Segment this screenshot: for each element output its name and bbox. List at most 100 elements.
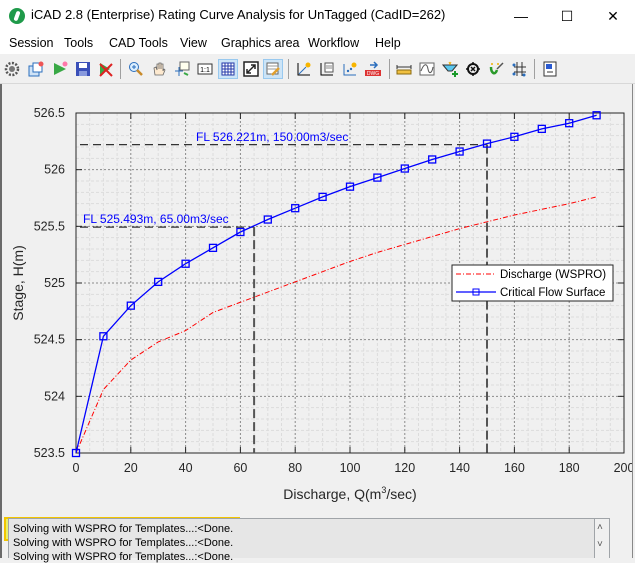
edit-table-icon (266, 62, 280, 76)
grid-icon (221, 62, 235, 76)
delete-icon (99, 63, 113, 77)
axis-star-button[interactable] (294, 59, 314, 79)
svg-text:140: 140 (449, 461, 470, 475)
window-title: iCAD 2.8 (Enterprise) Rating Curve Analy… (31, 7, 446, 22)
settings-button[interactable] (2, 59, 22, 79)
run-icon (54, 61, 68, 75)
svg-text:80: 80 (288, 461, 302, 475)
y-tick-labels: 523.5 524 524.5 525 525.5 526 526.5 (34, 106, 65, 460)
toolbar-separator (288, 59, 289, 79)
menu-graphics-area[interactable]: Graphics area (221, 36, 300, 50)
log-line: Solving with WSPRO for Templates...:<Don… (13, 551, 234, 563)
target-button[interactable] (463, 59, 483, 79)
window-border-right (632, 84, 635, 558)
legend-discharge-wspro: Discharge (WSPRO) (500, 269, 606, 281)
annotation-fl-65: FL 525.493m, 65.00m3/sec (83, 212, 229, 226)
menu-view[interactable]: View (180, 36, 207, 50)
menu-help[interactable]: Help (375, 36, 401, 50)
svg-text:526.5: 526.5 (34, 106, 65, 120)
series-discharge-wspro (75, 196, 597, 454)
menu-session[interactable]: Session (9, 36, 54, 50)
one-to-one-button[interactable]: 1:1 (195, 59, 215, 79)
svg-text:0: 0 (73, 461, 80, 475)
annotation-fl-150: FL 526.221m, 150.00m3/sec (196, 130, 348, 144)
svg-text:524: 524 (44, 389, 65, 403)
zoom-in-icon (129, 62, 143, 76)
pick-point-icon (175, 61, 190, 76)
maximize-button[interactable]: ☐ (544, 0, 590, 32)
chart-doc-icon (320, 62, 334, 76)
save-icon (76, 62, 90, 76)
new-window-icon (28, 61, 44, 77)
fit-extent-button[interactable] (241, 59, 261, 79)
svg-text:524.5: 524.5 (34, 333, 65, 347)
toolbar-separator (389, 59, 390, 79)
log-scrollbar[interactable]: ˄ ˅ (594, 518, 610, 558)
curve-button[interactable] (417, 59, 437, 79)
scroll-down-icon[interactable]: ˅ (597, 539, 603, 550)
toolbar: 1:1 DWG (0, 55, 635, 84)
run-button[interactable] (50, 59, 70, 79)
legend: Discharge (WSPRO) Critical Flow Surface (451, 264, 614, 302)
svg-text:160: 160 (504, 461, 525, 475)
pan-hand-icon (153, 62, 166, 76)
delete-button[interactable] (96, 59, 116, 79)
save-button[interactable] (73, 59, 93, 79)
menu-workflow[interactable]: Workflow (308, 36, 360, 50)
x-axis-label: Discharge, Q(m3/sec) (283, 485, 416, 502)
svg-text:180: 180 (559, 461, 580, 475)
series-critical-flow-surface (75, 114, 597, 454)
toolbar-separator (120, 59, 121, 79)
gear-icon (4, 61, 20, 77)
zoom-in-button[interactable] (126, 59, 146, 79)
svg-text:200: 200 (614, 461, 635, 475)
svg-text:40: 40 (179, 461, 193, 475)
x-tick-labels: 0 20 40 60 80 100 120 140 160 180 200 (73, 461, 635, 475)
y-axis-label: Stage, H(m) (10, 245, 26, 320)
panel-button[interactable] (540, 59, 560, 79)
svg-text:60: 60 (233, 461, 247, 475)
pick-point-button[interactable] (172, 59, 192, 79)
svg-text:20: 20 (124, 461, 138, 475)
export-dwg-button[interactable]: DWG (363, 59, 383, 79)
menu-tools[interactable]: Tools (64, 36, 94, 50)
svg-text:DWG: DWG (367, 71, 379, 77)
scatter-star-icon (343, 62, 357, 76)
chart-doc-button[interactable] (317, 59, 337, 79)
export-dwg-icon: DWG (365, 61, 381, 77)
target-icon (466, 62, 480, 76)
fit-extent-icon (243, 61, 259, 77)
new-window-button[interactable] (26, 59, 46, 79)
rating-curve-chart: FL 526.221m, 150.00m3/sec FL 525.493m, 6… (10, 106, 635, 502)
svg-text:523.5: 523.5 (34, 446, 65, 460)
close-button[interactable]: ✕ (590, 0, 635, 32)
log-panel[interactable]: Solving with WSPRO for Templates...:<Don… (8, 518, 602, 563)
scatter-star-button[interactable] (340, 59, 360, 79)
grid-toggle-button[interactable] (218, 59, 238, 79)
magic-wand-button[interactable] (486, 59, 506, 79)
minimize-button[interactable]: — (498, 0, 544, 32)
edit-table-button[interactable] (263, 59, 283, 79)
axis-star-icon (297, 62, 311, 76)
maximize-icon: ☐ (560, 7, 574, 24)
app-logo-icon (9, 8, 25, 24)
menu-cad-tools[interactable]: CAD Tools (109, 36, 168, 50)
add-water-button[interactable] (440, 59, 460, 79)
toolbar-separator (534, 59, 535, 79)
add-water-icon (442, 61, 458, 77)
log-line: Solving with WSPRO for Templates...:<Don… (13, 537, 234, 549)
measure-ruler-icon (396, 65, 412, 75)
title-bar: iCAD 2.8 (Enterprise) Rating Curve Analy… (0, 0, 635, 32)
menu-bar: Session Tools CAD Tools View Graphics ar… (0, 32, 635, 54)
curve-icon (419, 62, 435, 76)
measure-button[interactable] (394, 59, 414, 79)
pan-button[interactable] (149, 59, 169, 79)
scroll-up-icon[interactable]: ˄ (597, 522, 603, 533)
magic-wand-icon (489, 62, 504, 75)
series-markers (71, 111, 601, 458)
axis-ticks (75, 112, 625, 454)
svg-text:526: 526 (44, 163, 65, 177)
svg-text:100: 100 (340, 461, 361, 475)
close-icon: ✕ (607, 7, 619, 24)
network-button[interactable] (509, 59, 529, 79)
